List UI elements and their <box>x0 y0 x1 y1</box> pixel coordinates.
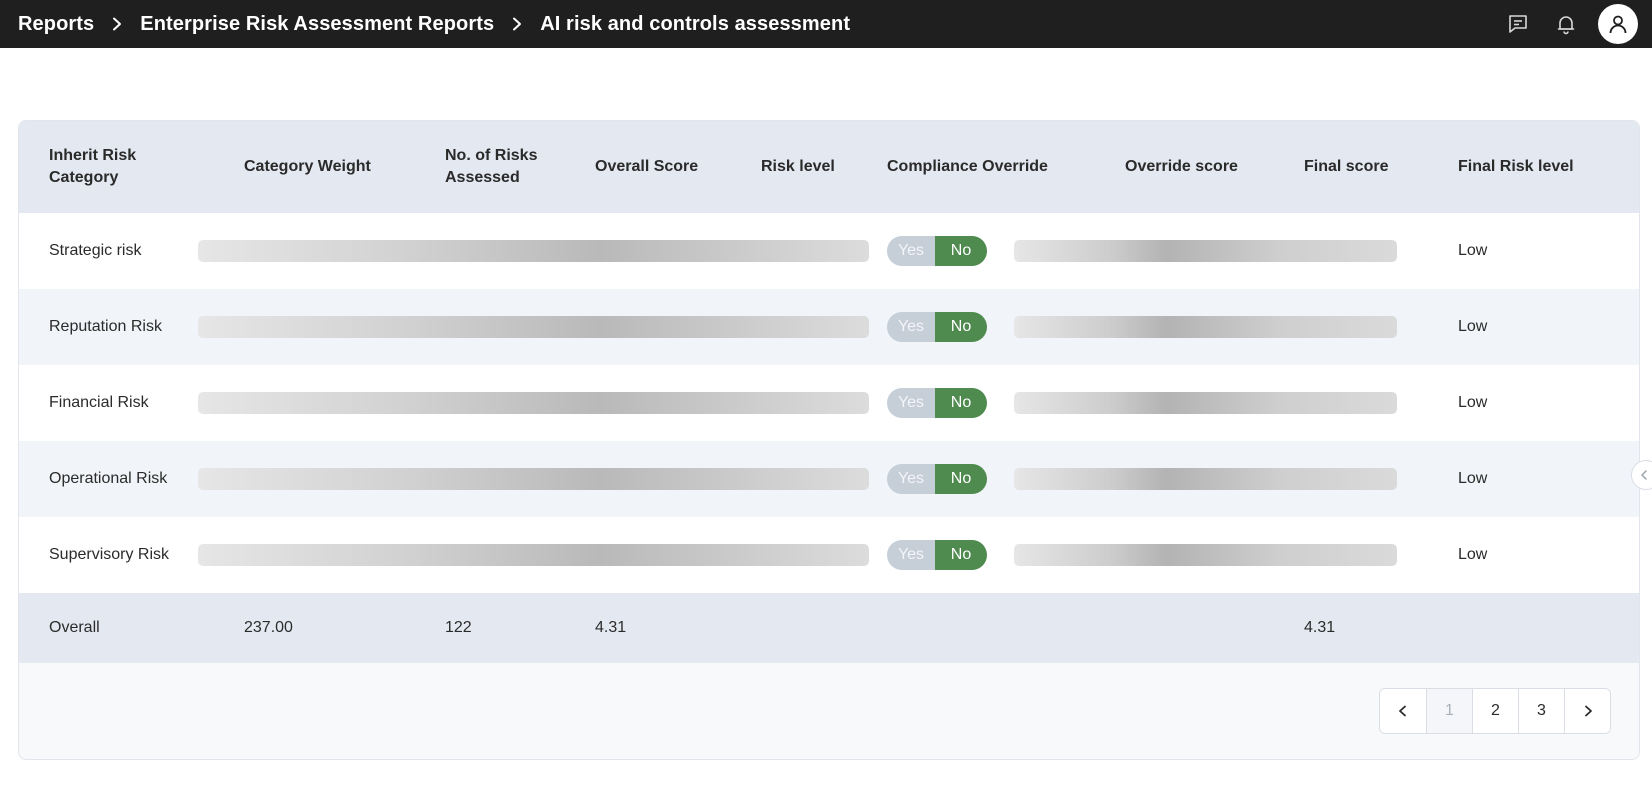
col-overall-score: Overall Score <box>595 158 699 175</box>
override-yes-option[interactable]: Yes <box>887 236 935 266</box>
top-bar: Reports Enterprise Risk Assessment Repor… <box>0 0 1652 48</box>
page-1-button[interactable]: 1 <box>1426 689 1472 733</box>
override-yes-option[interactable]: Yes <box>887 388 935 418</box>
message-icon[interactable] <box>1506 12 1530 36</box>
compliance-override-toggle[interactable]: Yes No <box>887 464 987 494</box>
loading-placeholder <box>198 240 869 262</box>
col-final-score: Final score <box>1304 158 1389 175</box>
loading-placeholder <box>1014 468 1397 490</box>
breadcrumb: Reports Enterprise Risk Assessment Repor… <box>0 0 850 48</box>
collapse-panel-button[interactable] <box>1631 460 1652 490</box>
compliance-override-toggle[interactable]: Yes No <box>887 236 987 266</box>
col-inherit-risk-category: Inherit Risk Category <box>49 147 137 186</box>
top-actions <box>1506 0 1652 48</box>
prev-page-button[interactable] <box>1380 689 1426 733</box>
override-no-option[interactable]: No <box>935 236 987 266</box>
override-no-option[interactable]: No <box>935 464 987 494</box>
table-row: Strategic risk Yes No Low <box>19 213 1639 289</box>
col-category-weight: Category Weight <box>244 158 371 175</box>
chevron-left-icon <box>1641 470 1647 480</box>
risk-table-card: Inherit Risk Category Category Weight No… <box>18 120 1640 760</box>
table-row: Supervisory Risk Yes No Low <box>19 517 1639 593</box>
overall-final-score: 4.31 <box>1304 619 1336 636</box>
user-icon <box>1609 15 1627 34</box>
final-risk-level: Low <box>1458 394 1488 411</box>
loading-placeholder <box>198 544 869 566</box>
loading-placeholder <box>1014 240 1397 262</box>
loading-placeholder <box>198 468 869 490</box>
chevron-left-icon <box>1399 705 1406 717</box>
table-row: Operational Risk Yes No Low <box>19 441 1639 517</box>
loading-placeholder <box>1014 392 1397 414</box>
final-risk-level: Low <box>1458 470 1488 487</box>
col-compliance-override: Compliance Override <box>887 158 1048 175</box>
overall-category-weight: 237.00 <box>244 619 293 636</box>
breadcrumb-current-page: AI risk and controls assessment <box>540 12 851 35</box>
overall-score: 4.31 <box>595 619 627 636</box>
loading-placeholder <box>198 316 869 338</box>
compliance-override-toggle[interactable]: Yes No <box>887 540 987 570</box>
col-risk-level: Risk level <box>761 158 835 175</box>
loading-placeholder <box>198 392 869 414</box>
final-risk-level: Low <box>1458 546 1488 563</box>
final-risk-level: Low <box>1458 242 1488 259</box>
table-row: Financial Risk Yes No Low <box>19 365 1639 441</box>
loading-placeholder <box>1014 544 1397 566</box>
compliance-override-toggle[interactable]: Yes No <box>887 388 987 418</box>
breadcrumb-reports[interactable]: Reports <box>18 12 95 35</box>
override-yes-option[interactable]: Yes <box>887 540 935 570</box>
bell-icon[interactable] <box>1554 12 1578 36</box>
chevron-right-icon <box>94 0 140 48</box>
overall-row: Overall 237.00 122 4.31 4.31 <box>19 593 1639 663</box>
risk-category-label: Reputation Risk <box>49 318 162 335</box>
override-no-option[interactable]: No <box>935 540 987 570</box>
user-avatar[interactable] <box>1598 4 1638 44</box>
col-risks-assessed: No. of Risks Assessed <box>445 147 538 186</box>
override-no-option[interactable]: No <box>935 312 987 342</box>
risk-category-label: Strategic risk <box>49 242 142 259</box>
final-risk-level: Low <box>1458 318 1488 335</box>
page-3-button[interactable]: 3 <box>1518 689 1564 733</box>
overall-risks-assessed: 122 <box>445 619 472 636</box>
chevron-right-icon <box>494 0 540 48</box>
override-no-option[interactable]: No <box>935 388 987 418</box>
risk-category-label: Financial Risk <box>49 394 149 411</box>
risk-category-label: Supervisory Risk <box>49 546 170 563</box>
chevron-right-icon <box>1584 705 1592 717</box>
risk-category-label: Operational Risk <box>49 470 168 487</box>
loading-placeholder <box>1014 316 1397 338</box>
overall-label: Overall <box>49 619 100 636</box>
compliance-override-toggle[interactable]: Yes No <box>887 312 987 342</box>
override-yes-option[interactable]: Yes <box>887 312 935 342</box>
override-yes-option[interactable]: Yes <box>887 464 935 494</box>
col-final-risk-level: Final Risk level <box>1458 158 1574 175</box>
pagination: 1 2 3 <box>1379 688 1611 734</box>
col-override-score: Override score <box>1125 158 1238 175</box>
breadcrumb-enterprise-risk-reports[interactable]: Enterprise Risk Assessment Reports <box>140 12 495 35</box>
next-page-button[interactable] <box>1564 689 1610 733</box>
table-row: Reputation Risk Yes No Low <box>19 289 1639 365</box>
table-header: Inherit Risk Category Category Weight No… <box>19 121 1639 213</box>
page-2-button[interactable]: 2 <box>1472 689 1518 733</box>
